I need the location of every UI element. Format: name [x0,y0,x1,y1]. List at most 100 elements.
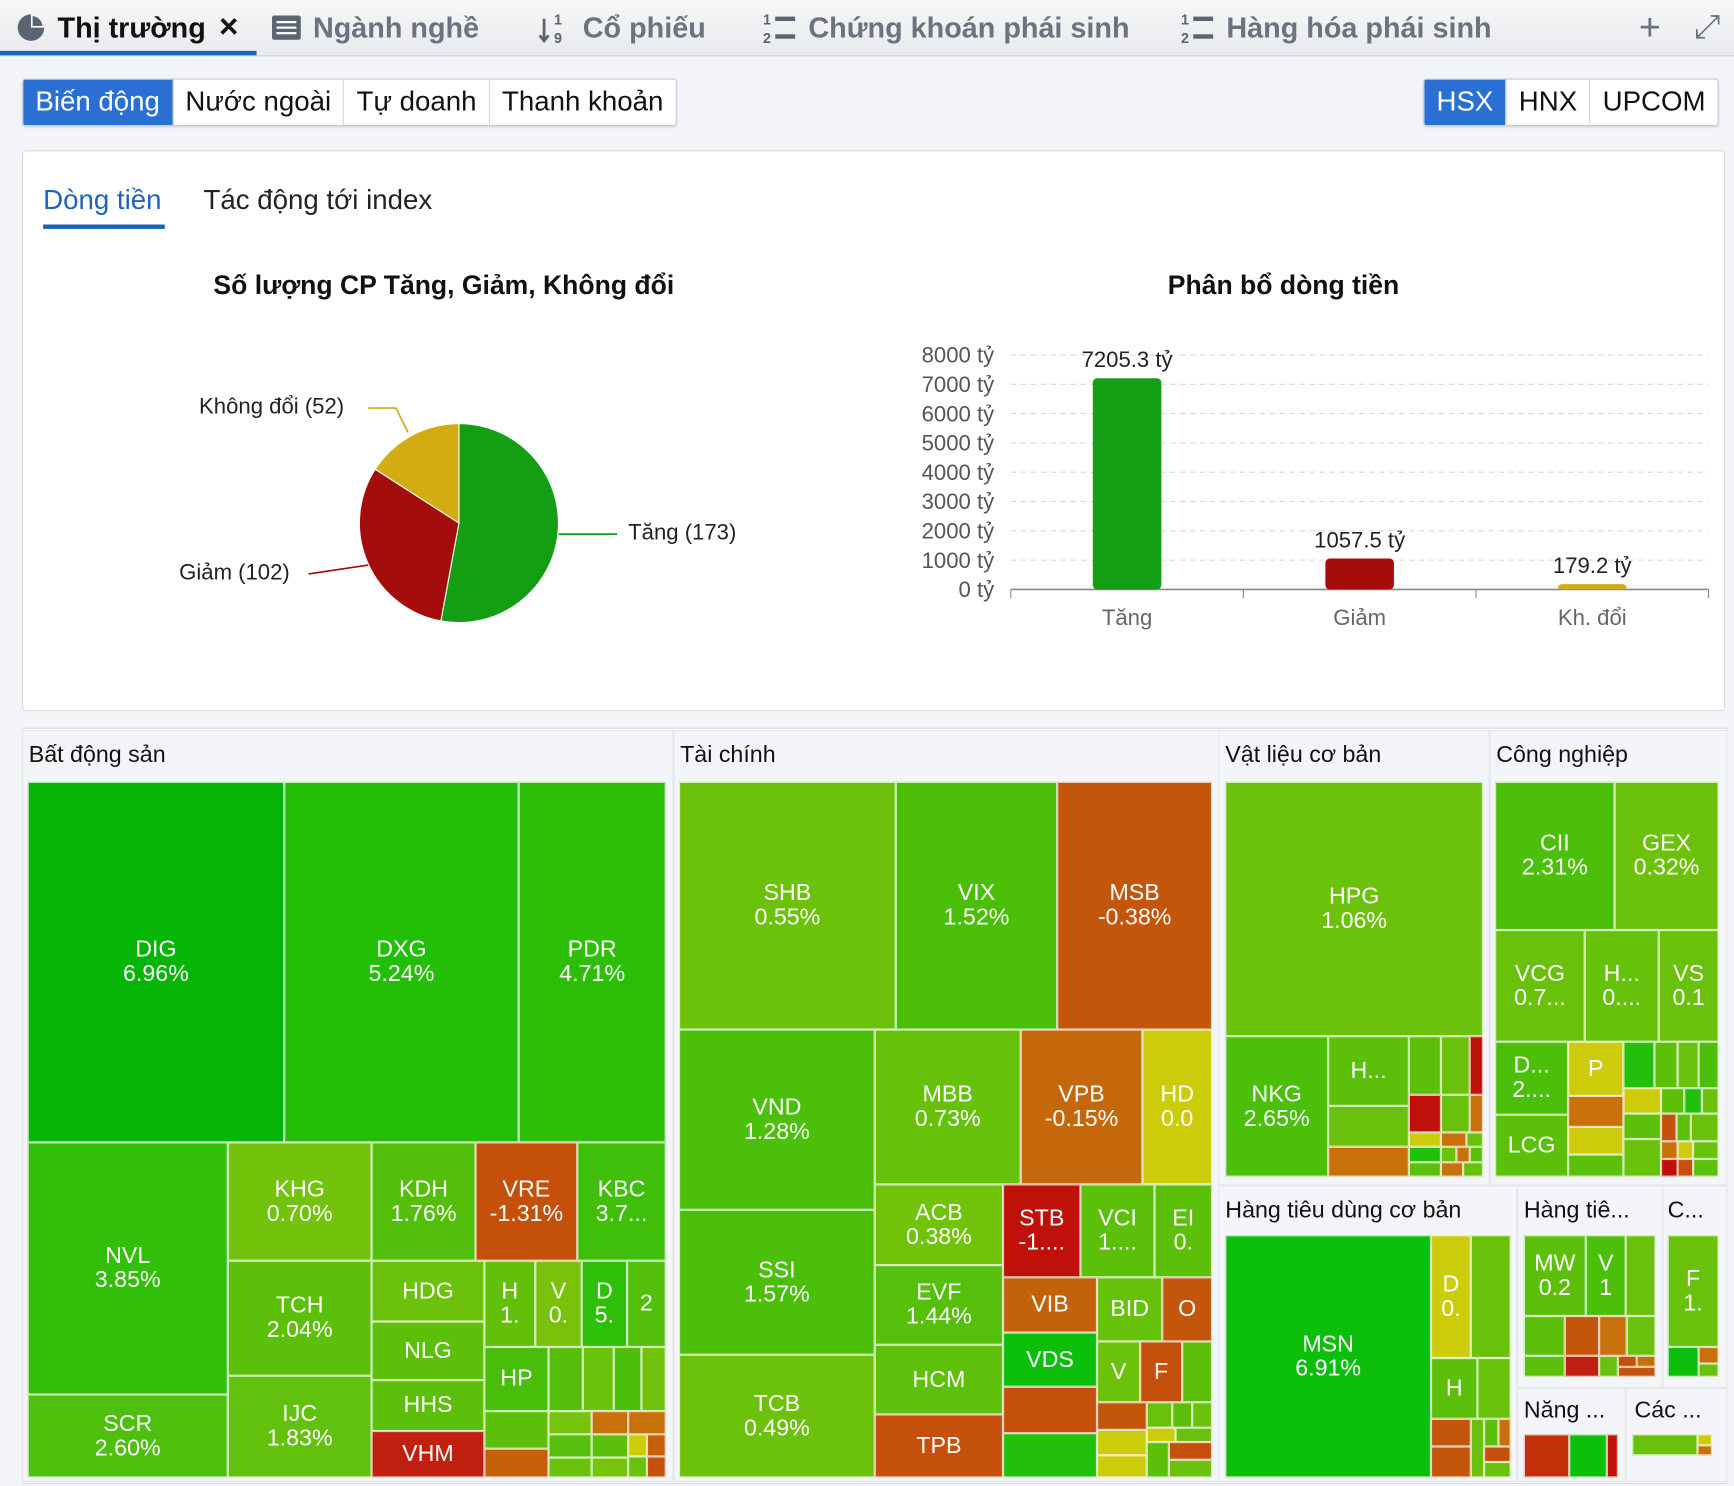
stock-tile[interactable] [1408,1162,1441,1177]
stock-tile[interactable] [641,1346,666,1412]
stock-tile[interactable] [1568,1126,1624,1155]
stock-tile[interactable] [1625,1235,1656,1316]
stock-tile[interactable] [1175,1427,1213,1443]
stock-tile[interactable] [1168,1459,1213,1478]
tab-dong-tien[interactable]: Dòng tiền [43,184,162,216]
bien-dong-button[interactable]: Biến động [23,79,174,125]
stock-tile[interactable] [1693,1141,1719,1159]
sector-title[interactable]: Hàng tiêu dùng cơ bản [1225,1197,1462,1224]
stock-tile[interactable]: EI 0. [1154,1184,1213,1278]
stock-tile[interactable] [1168,1442,1213,1460]
tab-thi-truong[interactable]: Thị trường × [15,9,238,47]
stock-tile[interactable] [1661,1088,1685,1114]
stock-tile[interactable]: SSI 1.57% [679,1209,875,1355]
stock-tile[interactable] [1523,1434,1570,1478]
stock-tile[interactable] [1192,1402,1213,1428]
stock-tile[interactable]: KBC 3.7... [577,1142,666,1261]
stock-tile[interactable] [1469,1094,1483,1133]
stock-tile[interactable]: SHB 0.55% [679,781,896,1030]
stock-tile[interactable] [1623,1113,1662,1140]
stock-tile[interactable] [1599,1315,1627,1356]
stock-tile[interactable] [1523,1315,1565,1356]
stock-tile[interactable] [1466,1132,1483,1147]
stock-tile[interactable] [1599,1355,1618,1377]
stock-tile[interactable]: HHS [371,1380,485,1431]
stock-tile[interactable] [1097,1455,1147,1478]
close-icon[interactable]: × [219,8,239,46]
stock-tile[interactable] [1097,1429,1147,1456]
stock-tile[interactable]: F 1. [1667,1235,1719,1347]
stock-tile[interactable] [1484,1446,1511,1462]
stock-tile[interactable] [1328,1105,1409,1147]
stock-tile[interactable] [1097,1402,1147,1430]
sector-title[interactable]: Tài chính [680,742,776,768]
stock-tile[interactable] [1623,1139,1662,1177]
stock-tile[interactable] [1408,1036,1441,1095]
stock-tile[interactable] [1693,1158,1719,1177]
stock-tile[interactable]: TCB 0.49% [679,1354,875,1478]
stock-tile[interactable]: VCI 1.... [1080,1184,1155,1278]
stock-tile[interactable]: HP [484,1346,549,1412]
stock-tile[interactable] [1676,1113,1691,1142]
stock-tile[interactable] [646,1456,666,1478]
stock-tile[interactable]: 2 [627,1260,666,1347]
expand-icon[interactable]: ⤢ [1694,8,1721,46]
stock-tile[interactable] [1564,1355,1600,1377]
stock-tile[interactable] [1623,1041,1655,1089]
stock-tile[interactable]: VIX 1.52% [895,781,1058,1030]
stock-tile[interactable]: VHM [371,1430,485,1478]
stock-tile[interactable] [1484,1461,1511,1478]
stock-tile[interactable]: V 0. [535,1260,582,1347]
stock-tile[interactable] [1477,1358,1511,1419]
stock-tile[interactable] [1408,1094,1441,1133]
stock-tile[interactable] [1617,1366,1656,1377]
sector-title[interactable]: Vật liệu cơ bản [1225,742,1382,768]
stock-tile[interactable] [1568,1154,1624,1177]
stock-tile[interactable] [1440,1094,1470,1133]
stock-tile[interactable] [1606,1434,1618,1478]
stock-tile[interactable] [582,1346,614,1412]
stock-tile[interactable]: VRE -1.31% [475,1142,578,1261]
sector-title[interactable]: Các ... [1634,1397,1702,1424]
stock-tile[interactable] [548,1346,583,1412]
stock-tile[interactable] [591,1434,629,1458]
stock-tile[interactable] [1440,1146,1457,1163]
stock-tile[interactable] [1408,1132,1441,1147]
stock-tile[interactable] [1677,1141,1694,1159]
stock-tile[interactable] [1484,1418,1499,1447]
stock-tile[interactable] [628,1434,647,1457]
stock-tile[interactable]: TPB [874,1414,1004,1478]
stock-tile[interactable]: D... 2.... [1495,1041,1569,1115]
stock-tile[interactable] [1698,1363,1719,1377]
stock-tile[interactable]: MSN 6.91% [1225,1235,1431,1478]
stock-tile[interactable]: VPB -0.15% [1020,1029,1143,1185]
stock-tile[interactable]: ACB 0.38% [874,1184,1004,1266]
stock-tile[interactable]: VCG 0.7... [1495,930,1585,1042]
stock-tile[interactable] [1623,1088,1662,1114]
stock-tile[interactable]: HDG [371,1260,485,1322]
stock-tile[interactable] [1456,1146,1470,1163]
stock-tile[interactable] [1146,1402,1173,1428]
stock-tile[interactable]: IJC 1.83% [227,1375,372,1478]
stock-tile[interactable]: D 5. [581,1260,628,1347]
stock-tile[interactable]: SCR 2.60% [27,1394,228,1478]
stock-tile[interactable] [1523,1355,1565,1377]
thanh-khoan-button[interactable]: Thanh khoản [501,86,664,118]
stock-tile[interactable]: STB -1.... [1003,1184,1081,1278]
stock-tile[interactable]: MSB -0.38% [1057,781,1213,1030]
stock-tile[interactable] [1568,1095,1624,1127]
hsx-button[interactable]: HSX [1424,79,1507,125]
stock-tile[interactable] [1469,1036,1483,1095]
stock-tile[interactable] [591,1457,629,1478]
bar-1[interactable] [1325,558,1394,590]
stock-tile[interactable] [1564,1315,1600,1356]
stock-tile[interactable]: H 1. [484,1260,536,1347]
stock-tile[interactable] [1146,1427,1176,1443]
stock-tile[interactable] [1440,1036,1470,1095]
sector-title[interactable]: C... [1667,1197,1704,1224]
stock-tile[interactable]: DXG 5.24% [284,781,519,1143]
stock-tile[interactable]: O [1162,1277,1213,1342]
stock-tile[interactable] [1430,1446,1471,1478]
